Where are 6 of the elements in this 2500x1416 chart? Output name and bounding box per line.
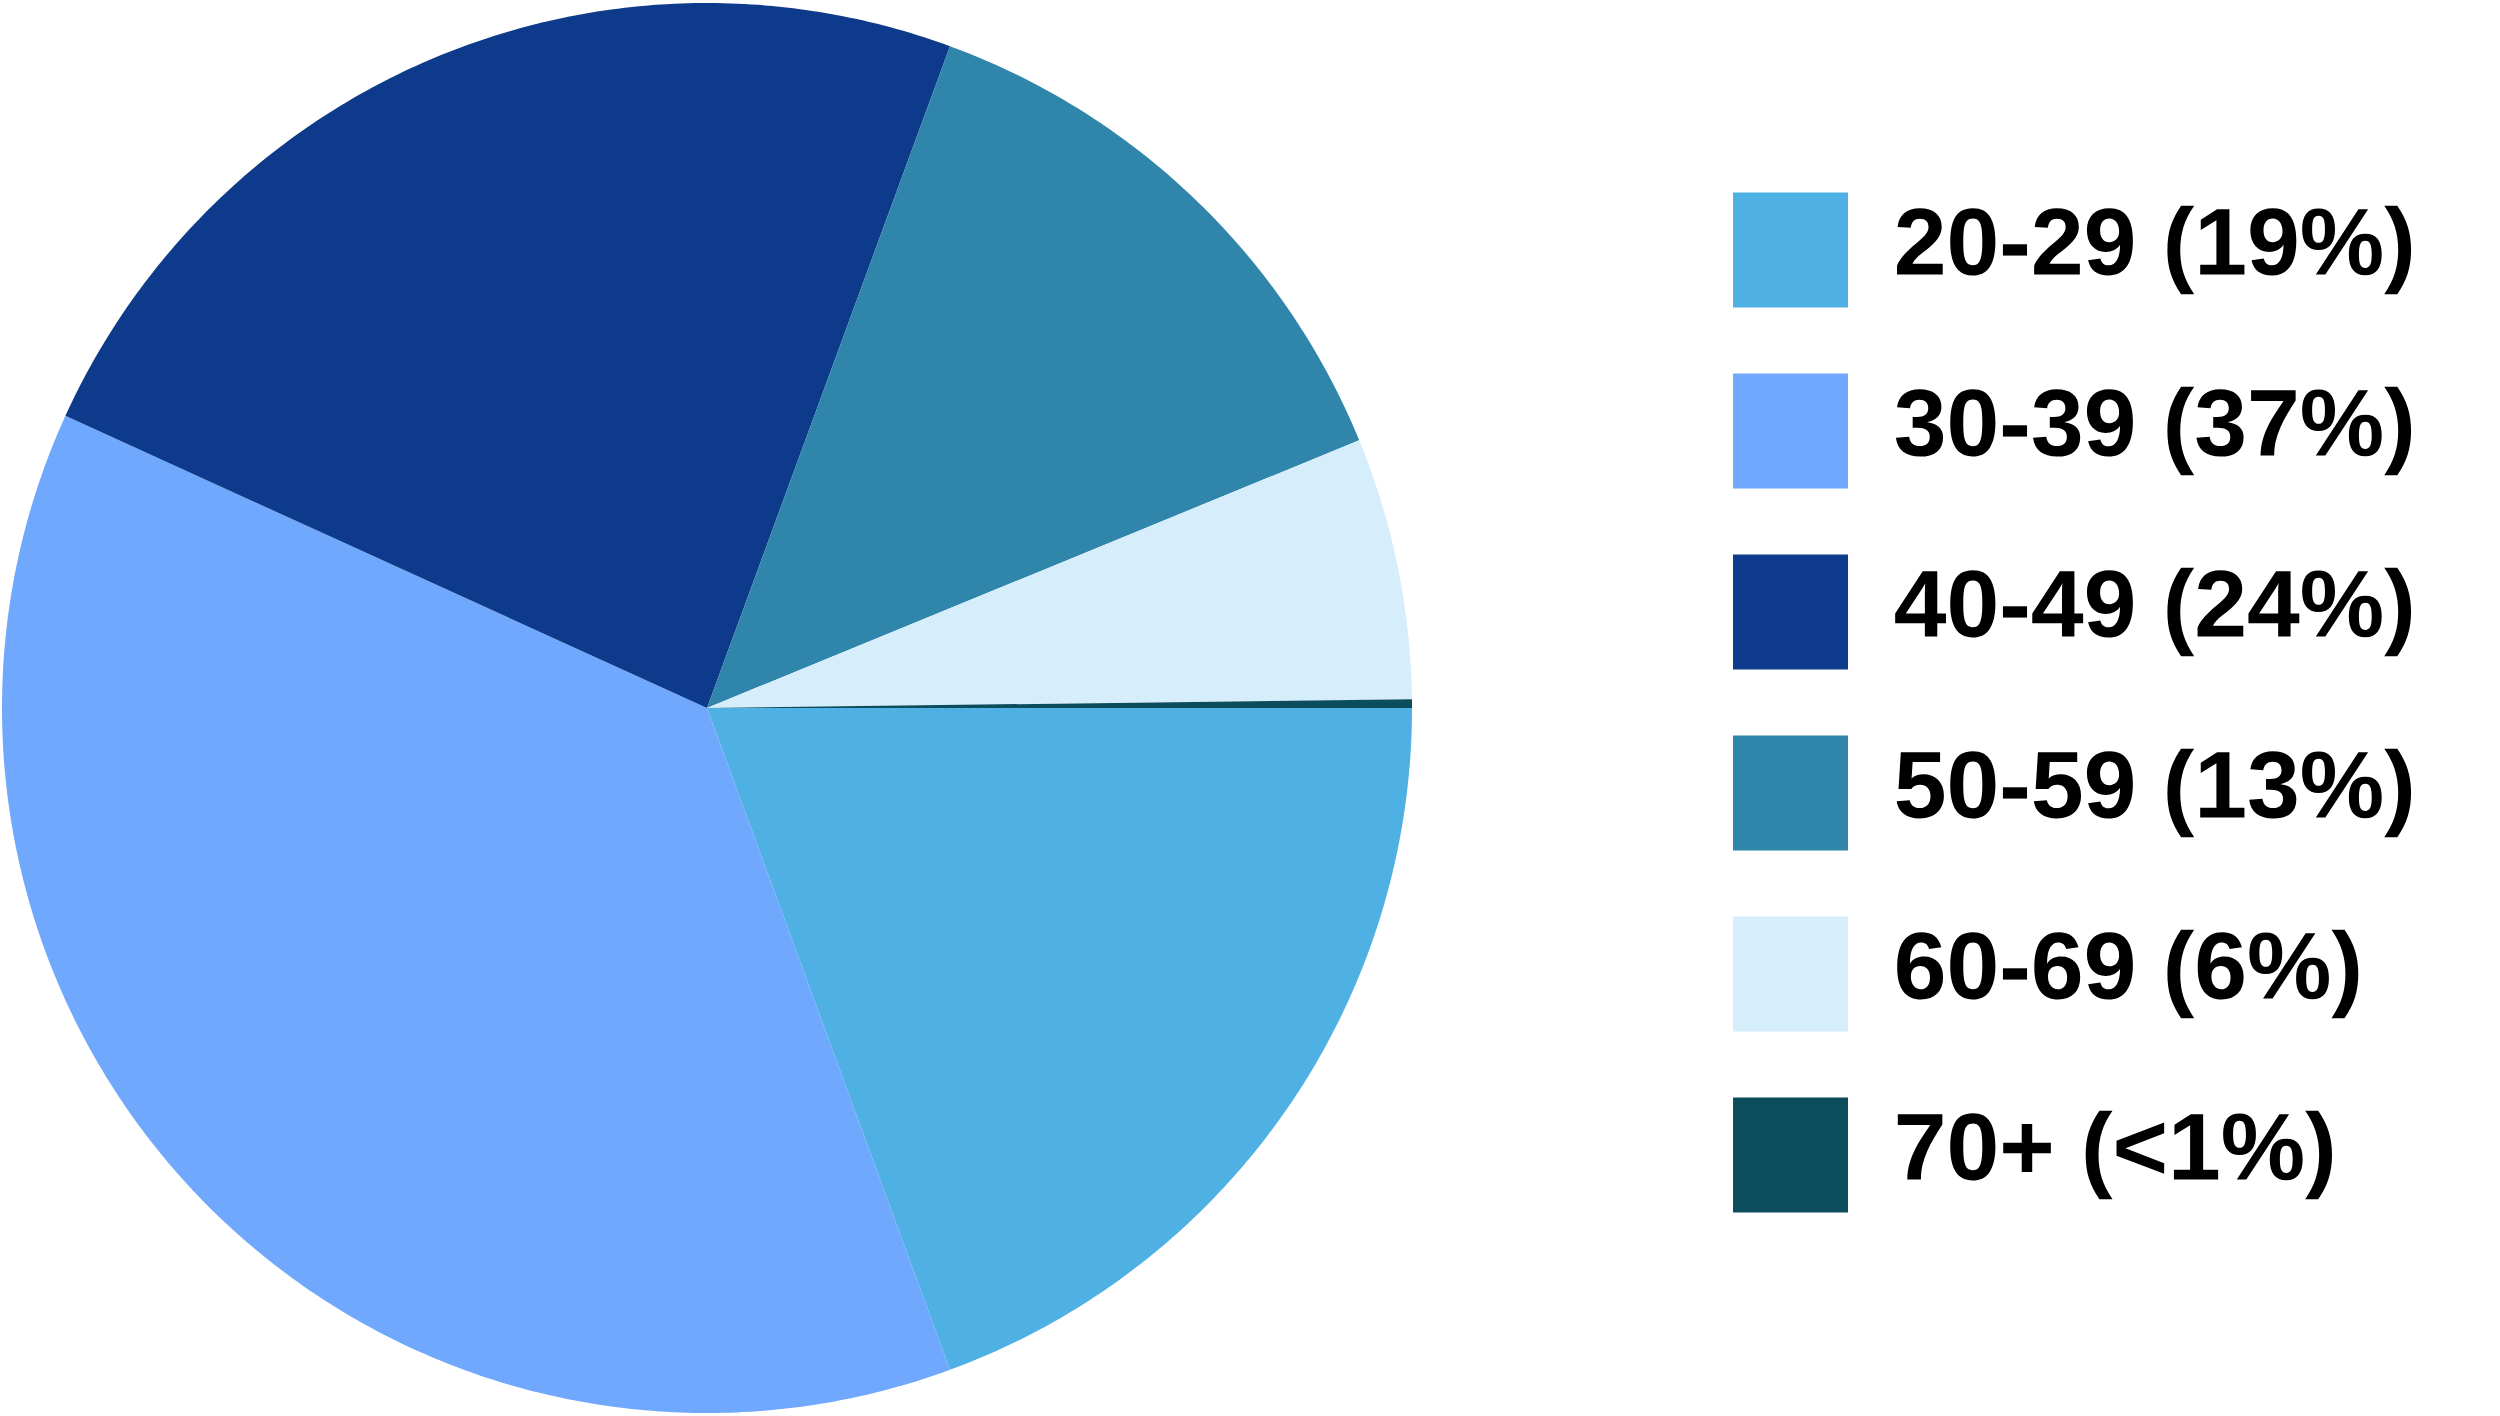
legend-label: 50-59 (13%) — [1896, 748, 2412, 838]
legend-label: 30-39 (37%) — [1895, 386, 2412, 476]
legend-label: 70+ (<1%) — [1897, 1110, 2332, 1200]
legend-label: 20-29 (19%) — [1897, 205, 2412, 295]
legend-label: 60-69 (6%) — [1897, 929, 2359, 1019]
legend-label: 40-49 (24%) — [1895, 567, 2412, 657]
